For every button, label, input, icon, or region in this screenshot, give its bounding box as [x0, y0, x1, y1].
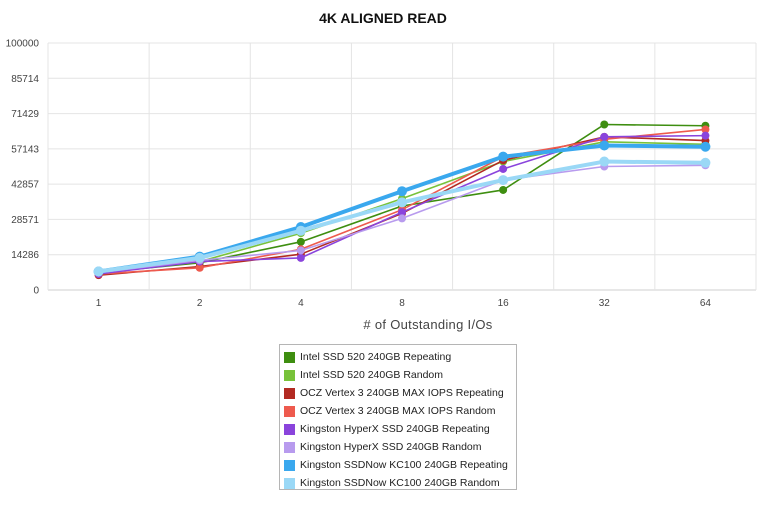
- data-point: [499, 185, 508, 194]
- data-point: [397, 186, 407, 197]
- x-tick-label: 2: [197, 298, 203, 309]
- legend-swatch: [284, 387, 295, 399]
- x-axis-ticks: 1 2 4 8 16 32 64: [96, 298, 712, 309]
- legend-swatch: [284, 423, 295, 435]
- y-tick-label: 14286: [11, 250, 39, 261]
- data-point: [296, 246, 305, 255]
- x-tick-label: 32: [599, 298, 611, 309]
- series-kingston-ssdnow-kc100-240gb-random: [93, 156, 711, 277]
- y-tick-label: 42857: [11, 180, 39, 191]
- legend-label: Kingston HyperX SSD 240GB Repeating: [300, 423, 490, 435]
- data-point: [600, 132, 609, 141]
- x-tick-label: 4: [298, 298, 304, 309]
- x-axis-label: # of Outstanding I/Os: [363, 317, 492, 332]
- legend-swatch: [284, 441, 295, 453]
- legend-swatch: [284, 477, 295, 489]
- legend-swatch: [284, 369, 295, 381]
- x-tick-label: 64: [700, 298, 712, 309]
- data-point: [599, 156, 610, 167]
- legend-swatch: [284, 405, 295, 417]
- data-point: [195, 263, 204, 272]
- data-point: [701, 131, 710, 140]
- data-point: [296, 237, 305, 246]
- chart-title: 4K ALIGNED READ: [319, 10, 447, 26]
- data-point: [398, 208, 406, 217]
- legend-label: OCZ Vertex 3 240GB MAX IOPS Repeating: [300, 387, 504, 399]
- chart-grid: [47, 42, 757, 291]
- data-point: [701, 125, 710, 134]
- data-point: [700, 157, 711, 168]
- legend-item[interactable]: Kingston SSDNow KC100 240GB Random: [284, 474, 516, 492]
- legend-swatch: [284, 459, 295, 471]
- data-point: [700, 141, 711, 152]
- y-tick-label: 71429: [11, 109, 39, 120]
- y-tick-label: 28571: [11, 215, 39, 226]
- y-tick-label: 85714: [11, 74, 39, 85]
- data-point: [499, 164, 508, 173]
- legend-label: OCZ Vertex 3 240GB MAX IOPS Random: [300, 405, 496, 417]
- legend-label: Kingston SSDNow KC100 240GB Repeating: [300, 459, 508, 471]
- legend-item[interactable]: Kingston SSDNow KC100 240GB Repeating: [284, 456, 516, 474]
- data-point: [397, 197, 407, 208]
- chart-legend: Intel SSD 520 240GB Repeating Intel SSD 5…: [279, 344, 517, 490]
- legend-swatch: [284, 351, 295, 363]
- x-tick-label: 16: [498, 298, 510, 309]
- legend-item[interactable]: OCZ Vertex 3 240GB MAX IOPS Repeating: [284, 384, 516, 402]
- legend-item[interactable]: Intel SSD 520 240GB Repeating: [284, 348, 516, 366]
- y-tick-label: 57143: [11, 144, 39, 155]
- y-tick-label: 0: [33, 286, 39, 297]
- legend-label: Intel SSD 520 240GB Repeating: [300, 351, 452, 363]
- y-tick-label: 100000: [6, 39, 40, 50]
- data-point: [498, 151, 509, 162]
- legend-label: Intel SSD 520 240GB Random: [300, 369, 444, 381]
- x-tick-label: 1: [96, 298, 102, 309]
- legend-label: Kingston HyperX SSD 240GB Random: [300, 441, 482, 453]
- legend-label: Kingston SSDNow KC100 240GB Random: [300, 477, 500, 489]
- x-tick-label: 8: [399, 298, 405, 309]
- data-point: [93, 266, 104, 277]
- legend-item[interactable]: OCZ Vertex 3 240GB MAX IOPS Random: [284, 402, 516, 420]
- data-point: [295, 225, 306, 236]
- legend-item[interactable]: Intel SSD 520 240GB Random: [284, 366, 516, 384]
- data-point: [296, 253, 305, 262]
- data-point: [599, 140, 610, 151]
- legend-item[interactable]: Kingston HyperX SSD 240GB Repeating: [284, 420, 516, 438]
- data-point: [498, 175, 509, 186]
- data-point: [600, 120, 609, 129]
- legend-item[interactable]: Kingston HyperX SSD 240GB Random: [284, 438, 516, 456]
- data-point: [194, 252, 205, 263]
- y-axis-ticks: 0 14286 28571 42857 57143 71429 85714 100000: [6, 39, 40, 297]
- data-point: [398, 214, 406, 223]
- chart-series: [93, 120, 711, 280]
